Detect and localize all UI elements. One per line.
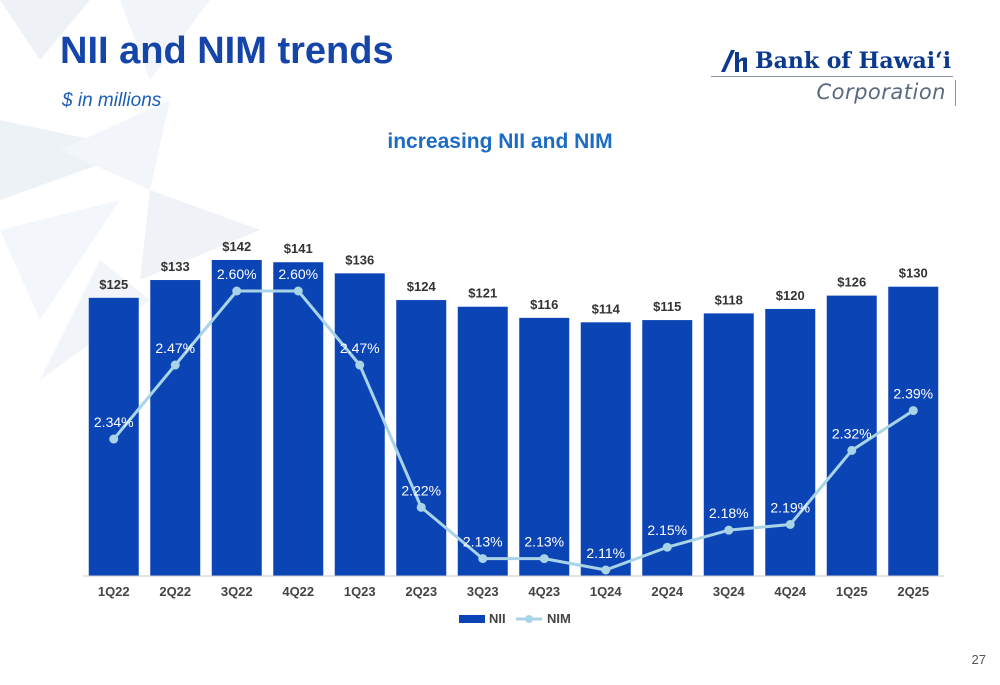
nii-bar (211, 260, 262, 576)
x-tick-label: 2Q24 (651, 584, 684, 599)
nim-value-label: 2.60% (278, 266, 318, 282)
nim-point (355, 360, 365, 370)
x-tick-label: 2Q23 (405, 584, 437, 599)
x-tick-label: 3Q22 (221, 584, 253, 599)
nim-point (785, 519, 795, 529)
nim-point (109, 434, 119, 444)
nim-point (232, 286, 242, 296)
nii-value-label: $116 (530, 297, 558, 312)
logo-divider-vertical (955, 80, 956, 106)
nii-bar (642, 320, 693, 576)
nii-value-label: $125 (99, 277, 128, 292)
nii-bar (826, 295, 877, 576)
chart-title: increasing NII and NIM (387, 130, 613, 153)
nii-value-label: $136 (345, 252, 374, 267)
nim-value-label: 2.60% (217, 266, 257, 282)
x-tick-label: 4Q23 (528, 584, 560, 599)
nim-value-label: 2.47% (155, 340, 195, 356)
nim-point (170, 360, 180, 370)
nii-value-label: $124 (407, 279, 437, 294)
nim-point (539, 554, 549, 564)
nim-value-label: 2.32% (832, 425, 872, 441)
nii-bar (457, 306, 508, 576)
nii-value-label: $130 (899, 266, 928, 281)
nim-value-label: 2.19% (770, 499, 810, 515)
nim-point (847, 445, 857, 455)
nii-bar (580, 322, 631, 576)
nim-value-label: 2.13% (524, 534, 564, 550)
nii-value-label: $121 (468, 286, 497, 301)
nim-value-label: 2.39% (893, 386, 933, 402)
nim-point (478, 554, 488, 564)
nii-value-label: $141 (284, 241, 313, 256)
nii-value-label: $133 (161, 259, 190, 274)
x-tick-label: 1Q22 (98, 584, 130, 599)
page-title: NII and NIM trends (60, 30, 394, 72)
nim-value-label: 2.47% (340, 340, 380, 356)
nii-value-label: $114 (592, 301, 621, 316)
nii-bar (703, 313, 754, 576)
nii-bar (334, 273, 385, 576)
x-tick-label: 4Q24 (774, 584, 807, 599)
nii-bar (765, 308, 816, 576)
nim-value-label: 2.13% (463, 534, 503, 550)
nim-point (293, 286, 303, 296)
nii-bar (150, 280, 201, 576)
nim-value-label: 2.18% (709, 505, 749, 521)
page-number: 27 (971, 652, 986, 667)
legend-nii-label: NII (489, 611, 506, 626)
x-tick-label: 1Q23 (344, 584, 376, 599)
legend-nim-label: NIM (547, 611, 571, 626)
nii-bar (888, 286, 939, 576)
x-tick-label: 4Q22 (282, 584, 314, 599)
nim-value-label: 2.22% (401, 482, 441, 498)
nim-line (112, 289, 915, 572)
nim-value-label: 2.15% (647, 522, 687, 538)
x-tick-label: 3Q23 (467, 584, 499, 599)
bank-logo-name: Bank of Hawai‘i (755, 48, 952, 74)
bank-logo: Bank of Hawai‘i Corporation (705, 44, 960, 108)
nii-value-label: $115 (653, 299, 681, 314)
x-tick-label: 3Q24 (713, 584, 746, 599)
nim-point (601, 565, 611, 575)
bank-logo-icon (721, 50, 747, 72)
nim-point (724, 525, 734, 535)
nii-value-label: $126 (837, 275, 866, 290)
nii-value-label: $120 (776, 288, 805, 303)
x-tick-label: 1Q25 (836, 584, 868, 599)
legend-nim-marker (525, 615, 533, 623)
nim-point (662, 542, 672, 552)
x-tick-label: 1Q24 (590, 584, 623, 599)
nim-point (908, 406, 918, 416)
nii-value-label: $118 (715, 292, 743, 307)
background-star-graphic (0, 0, 260, 380)
logo-divider (711, 76, 953, 77)
nim-value-label: 2.11% (586, 545, 625, 561)
nii-value-label: $142 (222, 239, 251, 254)
bank-logo-subtitle: Corporation (816, 80, 946, 104)
page-subtitle: $ in millions (62, 90, 162, 111)
x-tick-label: 2Q22 (159, 584, 191, 599)
nii-bar (273, 262, 324, 576)
x-tick-label: 2Q25 (897, 584, 929, 599)
nim-value-label: 2.34% (94, 414, 134, 430)
nii-bar (519, 317, 570, 576)
nii-bar (396, 300, 447, 576)
legend-nii-swatch (459, 615, 485, 623)
nim-point (416, 502, 426, 512)
